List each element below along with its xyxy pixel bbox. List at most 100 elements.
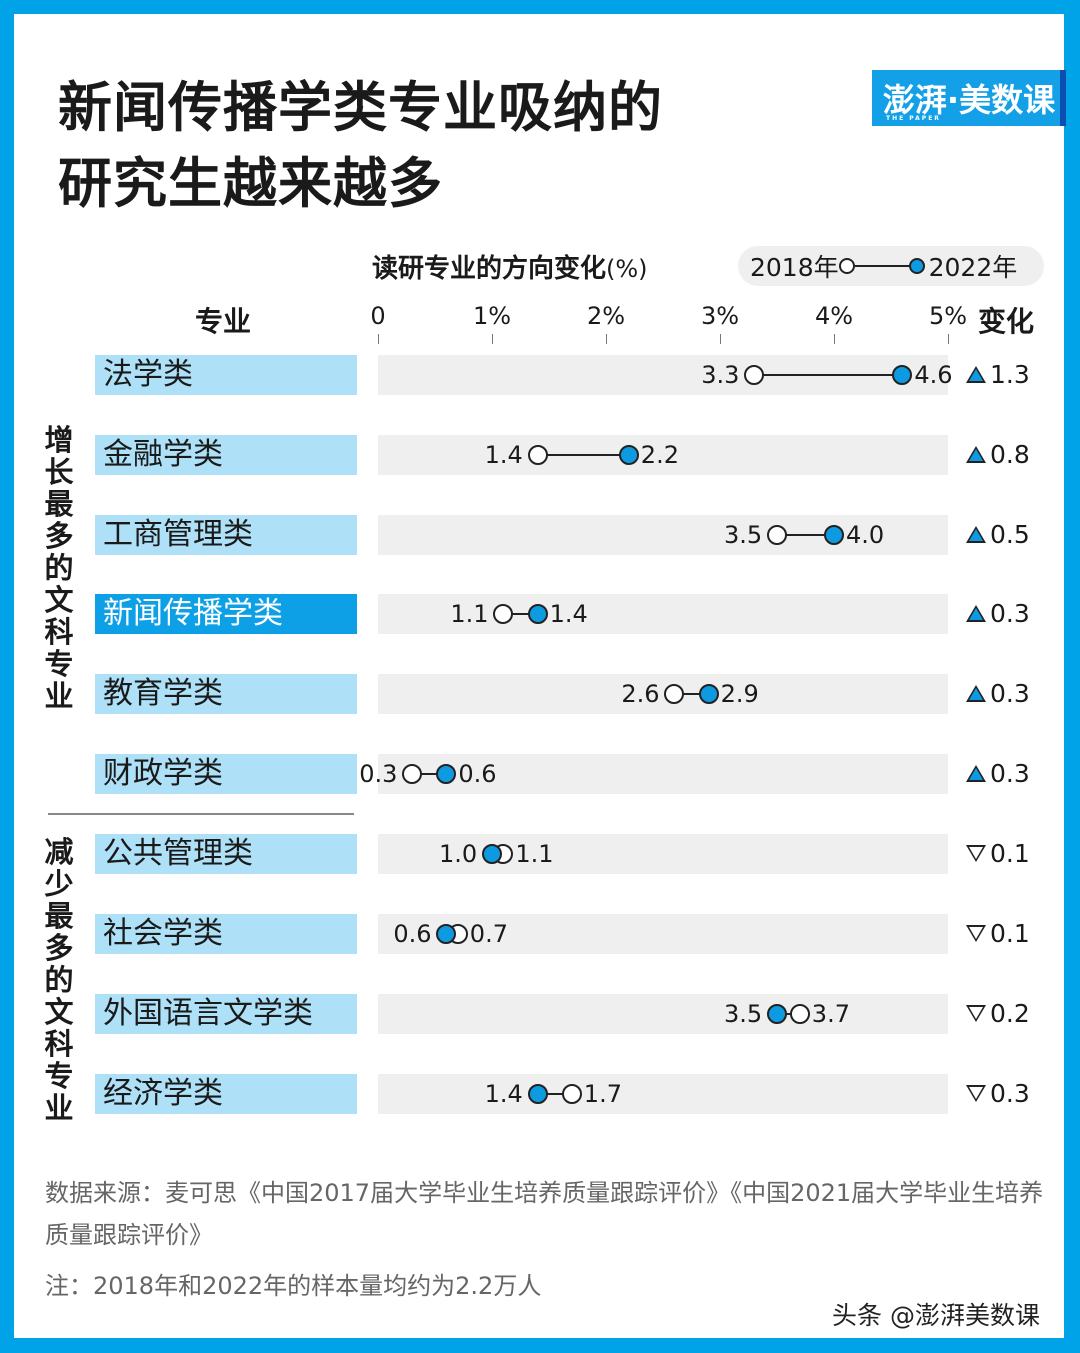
dumbbell-connector bbox=[537, 1093, 572, 1095]
point-2022-filled-circle-icon bbox=[527, 604, 548, 624]
x-tick-mark bbox=[492, 334, 493, 344]
point-2018-hollow-circle-icon bbox=[767, 525, 787, 545]
hollow-circle-icon bbox=[838, 258, 855, 274]
value-label-left: 3.5 bbox=[724, 521, 763, 549]
footnote: 注：2018年和2022年的样本量均约为2.2万人 bbox=[45, 1272, 542, 1300]
row-label: 教育学类 bbox=[95, 674, 357, 714]
row-label: 金融学类 bbox=[95, 435, 357, 475]
dumbbell-connector bbox=[777, 534, 834, 536]
row-track bbox=[378, 435, 948, 475]
change-text: 0.3 bbox=[990, 598, 1030, 628]
legend-connector-line bbox=[854, 265, 909, 267]
row-track bbox=[378, 674, 948, 714]
value-label-left: 0.6 bbox=[393, 920, 432, 948]
point-2022-filled-circle-icon bbox=[436, 764, 457, 784]
row-track bbox=[378, 754, 948, 794]
logo-text: 澎湃·美数课 bbox=[882, 81, 1056, 119]
group-label-char: 科 bbox=[44, 1027, 74, 1061]
x-tick-label: 4% bbox=[814, 302, 854, 330]
value-label-left: 0.3 bbox=[359, 760, 398, 788]
x-tick-mark bbox=[948, 334, 949, 344]
row-label: 社会学类 bbox=[95, 914, 357, 954]
value-label-right: 1.7 bbox=[583, 1080, 622, 1108]
legend-2018-label: 2018年 bbox=[750, 253, 839, 282]
value-label-right: 4.0 bbox=[846, 521, 885, 549]
value-label-right: 0.7 bbox=[469, 920, 508, 948]
dumbbell-connector bbox=[412, 773, 447, 775]
triangle-down-icon bbox=[966, 1084, 986, 1102]
x-tick-label: 0 bbox=[370, 302, 386, 330]
triangle-up-icon bbox=[966, 684, 986, 702]
value-label-right: 0.6 bbox=[458, 760, 497, 788]
point-2022-filled-circle-icon bbox=[698, 684, 719, 704]
triangle-up-icon bbox=[966, 365, 986, 383]
row-label: 公共管理类 bbox=[95, 834, 357, 874]
triangle-down-icon bbox=[966, 1004, 986, 1022]
row-track bbox=[378, 834, 948, 874]
group-label-char: 业 bbox=[44, 679, 74, 713]
logo-edge-decoration bbox=[1060, 70, 1066, 126]
row-label: 新闻传播学类 bbox=[95, 594, 357, 634]
change-text: 0.1 bbox=[990, 918, 1030, 948]
row-track bbox=[378, 594, 948, 634]
point-2018-hollow-circle-icon bbox=[664, 684, 685, 704]
change-value: 0.1 bbox=[966, 838, 1030, 868]
value-label-right: 2.9 bbox=[720, 680, 759, 708]
triangle-up-icon bbox=[966, 525, 986, 543]
x-tick-label: 5% bbox=[928, 302, 968, 330]
value-label-left: 3.5 bbox=[724, 1000, 763, 1028]
dumbbell-connector bbox=[777, 1013, 800, 1015]
dumbbell-connector bbox=[537, 454, 629, 456]
value-label-left: 2.6 bbox=[621, 680, 660, 708]
point-2018-hollow-circle-icon bbox=[402, 764, 423, 784]
group-label-char: 科 bbox=[44, 615, 74, 649]
value-label-right: 1.4 bbox=[549, 600, 588, 628]
x-tick-label: 3% bbox=[700, 302, 740, 330]
group-label-char: 多 bbox=[44, 931, 74, 965]
value-label-left: 3.3 bbox=[701, 361, 740, 389]
point-2018-hollow-circle-icon bbox=[744, 365, 765, 385]
change-value: 0.8 bbox=[966, 439, 1030, 469]
value-label-left: 1.0 bbox=[439, 840, 478, 868]
change-text: 0.3 bbox=[990, 678, 1030, 708]
dumbbell-connector bbox=[503, 613, 538, 615]
group-label-char: 业 bbox=[44, 1091, 74, 1125]
triangle-up-icon bbox=[966, 604, 986, 622]
value-label-right: 2.2 bbox=[640, 441, 679, 469]
watermark: 头条 @澎湃美数课 bbox=[832, 1301, 1040, 1330]
point-2018-hollow-circle-icon bbox=[493, 604, 514, 624]
brand-logo: 澎湃·美数课 THE PAPER bbox=[872, 70, 1066, 126]
group-label-increase: 增长最多的文科专业 bbox=[42, 424, 76, 712]
chart-legend: 2018年 2022年 bbox=[738, 246, 1044, 286]
row-track bbox=[378, 515, 948, 555]
value-label-right: 1.1 bbox=[515, 840, 554, 868]
group-label-char: 增 bbox=[44, 423, 74, 457]
title-line-2: 研究生越来越多 bbox=[58, 152, 443, 215]
change-value: 0.3 bbox=[966, 598, 1030, 628]
change-value: 0.3 bbox=[966, 758, 1030, 788]
change-text: 0.8 bbox=[990, 439, 1030, 469]
change-value: 0.3 bbox=[966, 1078, 1030, 1108]
group-label-char: 专 bbox=[44, 647, 74, 681]
group-label-char: 最 bbox=[44, 899, 74, 933]
change-text: 0.3 bbox=[990, 1078, 1030, 1108]
filled-circle-icon bbox=[908, 258, 925, 274]
x-tick-mark bbox=[378, 334, 379, 344]
subtitle-unit: (%) bbox=[606, 255, 648, 283]
point-2022-filled-circle-icon bbox=[482, 844, 502, 864]
change-value: 0.5 bbox=[966, 519, 1030, 549]
group-divider bbox=[48, 813, 354, 815]
group-label-char: 的 bbox=[44, 551, 74, 585]
column-header-change: 变化 bbox=[978, 305, 1035, 338]
x-tick-label: 2% bbox=[586, 302, 626, 330]
row-label: 工商管理类 bbox=[95, 515, 357, 555]
chart-subtitle: 读研专业的方向变化(%) bbox=[372, 248, 648, 285]
value-label-right: 3.7 bbox=[811, 1000, 850, 1028]
point-2018-hollow-circle-icon bbox=[789, 1004, 810, 1024]
row-label: 经济学类 bbox=[95, 1074, 357, 1114]
page-title: 新闻传播学类专业吸纳的 研究生越来越多 bbox=[58, 70, 663, 222]
value-label-left: 1.4 bbox=[484, 441, 523, 469]
group-label-char: 专 bbox=[44, 1059, 74, 1093]
row-track bbox=[378, 994, 948, 1034]
group-label-char: 少 bbox=[44, 867, 74, 901]
